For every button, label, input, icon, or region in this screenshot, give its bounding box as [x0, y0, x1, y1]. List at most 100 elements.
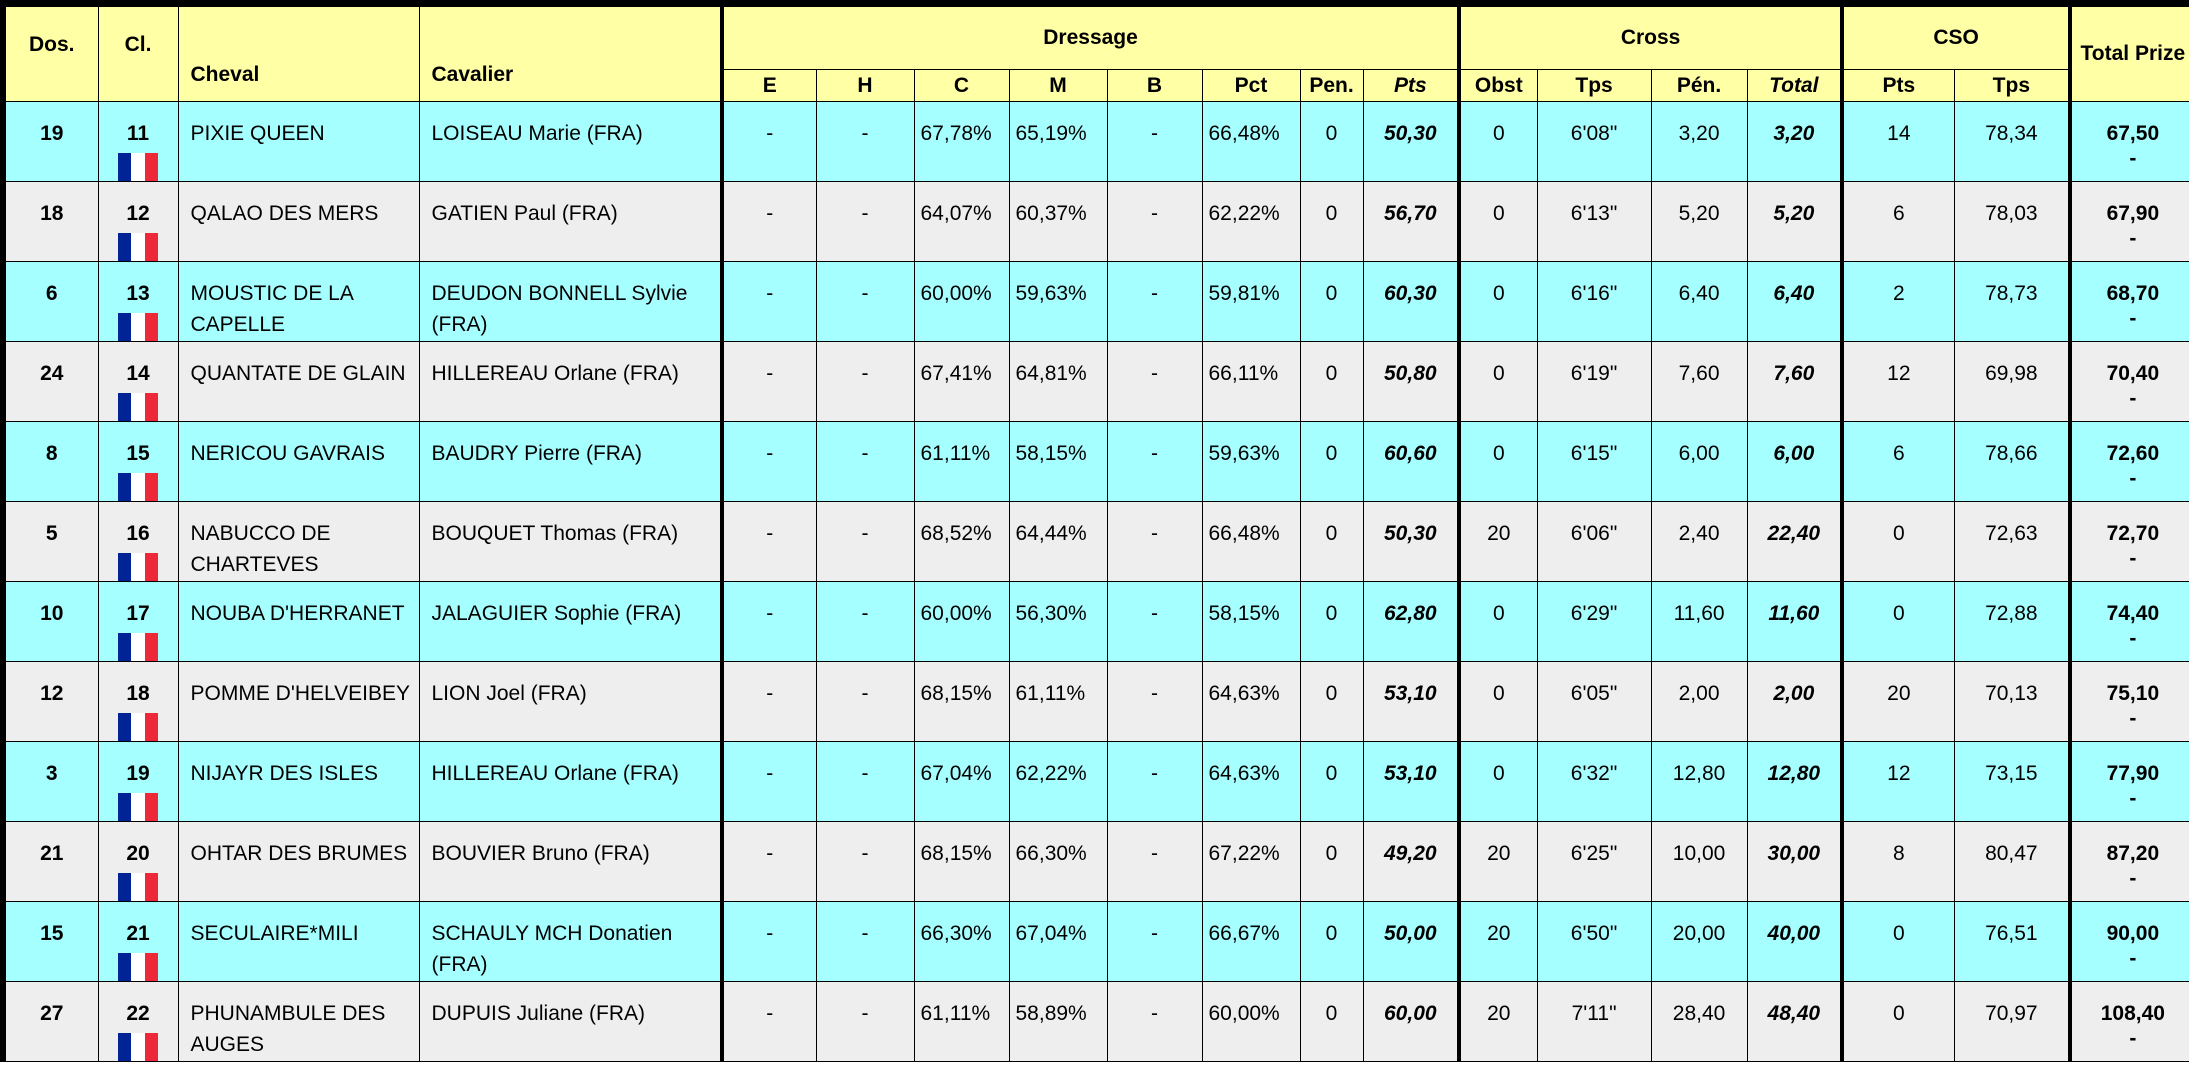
header-row: E H C M B Pct Pen. Pts Obst Tps Pén. Total Pts Tps: [3, 69, 2189, 102]
table-cell: 64,63%: [1201, 661, 1301, 742]
column-header: Total Prize: [2068, 3, 2189, 102]
table-cell: 58,15%: [1008, 421, 1108, 502]
table-cell: 12: [1840, 341, 1955, 422]
table-cell: 20: [1457, 901, 1538, 982]
table-cell: 62,22%: [1008, 741, 1108, 822]
column-header: Pct: [1201, 69, 1301, 102]
table-cell: 68,15%: [913, 821, 1010, 902]
table-cell: 0: [1457, 661, 1538, 742]
flag-icon: [118, 553, 158, 581]
table-cell: -: [1106, 101, 1203, 182]
table-cell: BOUVIER Bruno (FRA): [418, 821, 723, 902]
table-cell: 70,40-: [2068, 341, 2189, 422]
column-header: Cl.: [97, 3, 179, 102]
flag-stripe: [118, 953, 132, 981]
table-cell: 19: [97, 741, 179, 822]
table-cell: -: [1106, 741, 1203, 822]
table-cell: 53,10: [1362, 661, 1460, 742]
table-cell: 6,00: [1650, 421, 1748, 502]
table-row: 6 13 MOUSTIC DE LA CAPELLE DEUDON BONNELL S…: [2, 261, 2189, 342]
flag-stripe: [131, 473, 145, 501]
table-cell: 6'25": [1536, 821, 1652, 902]
column-header: Cheval: [177, 3, 420, 102]
column-header: Cavalier: [418, 3, 723, 102]
table-cell: 2,00: [1650, 661, 1748, 742]
flag-stripe: [144, 1033, 158, 1061]
flag-icon: [118, 153, 158, 181]
flag-icon: [118, 633, 158, 661]
table-cell: 67,04%: [1008, 901, 1108, 982]
rank: 14: [126, 362, 150, 385]
table-cell: 66,11%: [1201, 341, 1301, 422]
prize: 72,60: [2106, 442, 2160, 465]
table-cell: 49,20: [1362, 821, 1460, 902]
table-cell: NIJAYR DES ISLES: [177, 741, 420, 822]
table-cell: 0: [1299, 501, 1364, 582]
table-cell: 78,03: [1953, 181, 2071, 262]
table-cell: 10,00: [1650, 821, 1748, 902]
table-cell: OHTAR DES BRUMES: [177, 821, 420, 902]
rank: 15: [126, 442, 150, 465]
flag-stripe: [118, 793, 132, 821]
table-cell: 70,97: [1953, 981, 2071, 1062]
group-header: Dressage: [719, 3, 1460, 70]
table-cell: -: [1106, 901, 1203, 982]
table-cell: 20: [1457, 821, 1538, 902]
table-cell: 50,80: [1362, 341, 1460, 422]
table-header: Dos. Cl. Cheval Cavalier Dressage Cross CSO Tot…: [2, 3, 2189, 102]
table-cell: -: [815, 741, 915, 822]
table-cell: 68,70-: [2068, 261, 2189, 342]
table-cell: 67,41%: [913, 341, 1010, 422]
table-cell: 0: [1840, 981, 1955, 1062]
table-cell: SECULAIRE*MILI: [177, 901, 420, 982]
table-cell: 66,30%: [1008, 821, 1108, 902]
table-cell: 59,63%: [1008, 261, 1108, 342]
table-row: 18 12 QALAO DES MERS GATIEN Paul (FRA) - -64,…: [2, 181, 2189, 262]
table-cell: -: [720, 821, 817, 902]
flag-icon: [118, 473, 158, 501]
prize-note: -: [2129, 867, 2137, 890]
table-cell: 72,70-: [2068, 501, 2189, 582]
flag-stripe: [144, 953, 158, 981]
table-cell: 0: [1299, 181, 1364, 262]
table-cell: QUANTATE DE GLAIN: [177, 341, 420, 422]
table-cell: 11: [97, 101, 179, 182]
table-cell: -: [720, 501, 817, 582]
table-cell: 62,22%: [1201, 181, 1301, 262]
table-cell: DUPUIS Juliane (FRA): [418, 981, 723, 1062]
table-cell: 72,88: [1953, 581, 2071, 662]
table-cell: 56,30%: [1008, 581, 1108, 662]
flag-icon: [118, 873, 158, 901]
column-header: M: [1008, 69, 1108, 102]
table-cell: POMME D'HELVEIBEY: [177, 661, 420, 742]
table-cell: -: [1106, 181, 1203, 262]
rank: 13: [126, 282, 150, 305]
table-cell: 72,63: [1953, 501, 2071, 582]
table-cell: -: [1106, 261, 1203, 342]
rank: 20: [126, 842, 150, 865]
table-cell: 2,40: [1650, 501, 1748, 582]
table-cell: 6: [2, 261, 99, 342]
flag-stripe: [131, 953, 145, 981]
table-cell: 64,81%: [1008, 341, 1108, 422]
table-cell: 60,00%: [913, 261, 1010, 342]
table-cell: 0: [1299, 901, 1364, 982]
table-cell: 64,44%: [1008, 501, 1108, 582]
prize-note: -: [2129, 467, 2137, 490]
column-header: E: [720, 69, 817, 102]
table-cell: -: [815, 981, 915, 1062]
table-cell: NOUBA D'HERRANET: [177, 581, 420, 662]
table-cell: 0: [1840, 501, 1955, 582]
table-cell: 60,30: [1362, 261, 1460, 342]
table-cell: 0: [1840, 901, 1955, 982]
table-cell: QALAO DES MERS: [177, 181, 420, 262]
rank: 21: [126, 922, 150, 945]
table-cell: GATIEN Paul (FRA): [418, 181, 723, 262]
flag-stripe: [144, 473, 158, 501]
table-cell: 6'32": [1536, 741, 1652, 822]
flag-stripe: [118, 1033, 132, 1061]
table-cell: 0: [1299, 101, 1364, 182]
table-cell: 72,60-: [2068, 421, 2189, 502]
table-cell: 77,90-: [2068, 741, 2189, 822]
table-row: 8 15 NERICOU GAVRAIS BAUDRY Pierre (FRA) - -6…: [2, 421, 2189, 502]
